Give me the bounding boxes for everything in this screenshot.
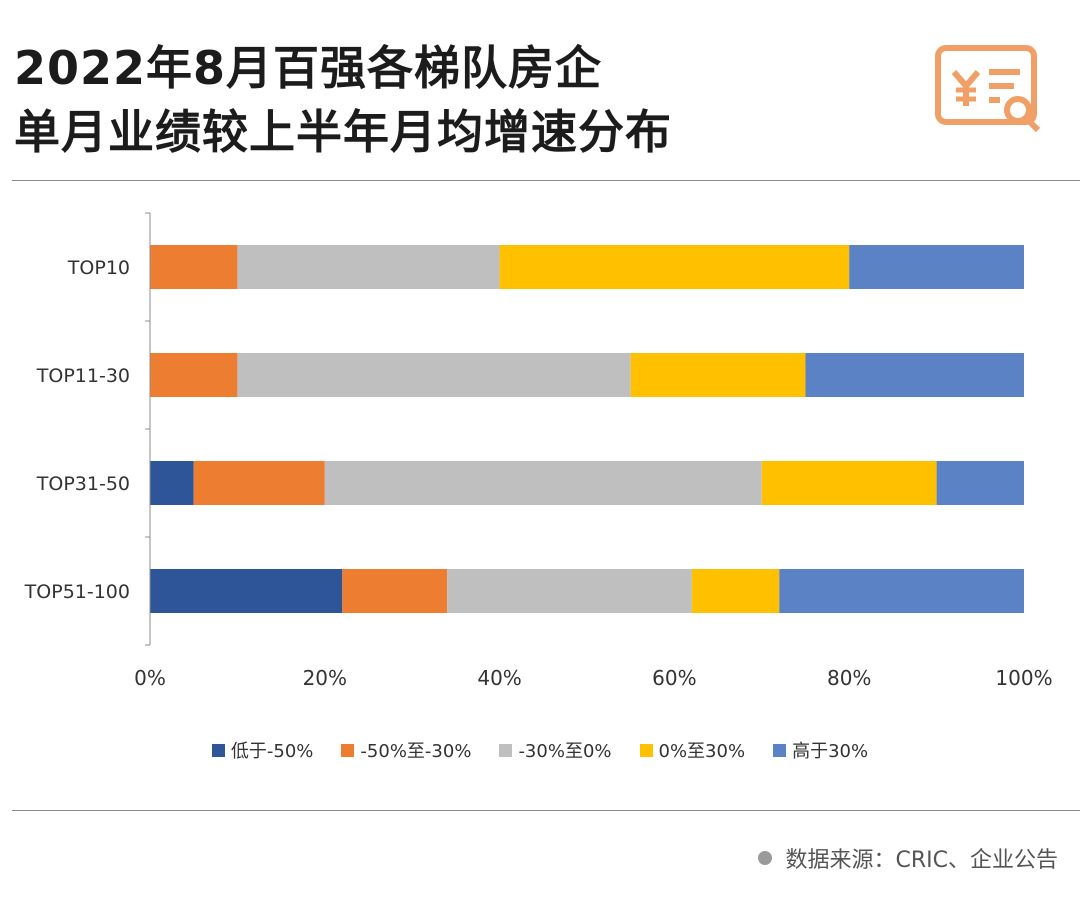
bar-segment-0-1 <box>150 245 238 289</box>
title-line-2: 单月业绩较上半年月均增速分布 <box>14 105 672 159</box>
chart-title: 2022年8月百强各梯队房企 单月业绩较上半年月均增速分布 <box>14 36 672 164</box>
bar-segment-3-4 <box>779 569 1024 613</box>
bar-segment-1-4 <box>805 353 1024 397</box>
source-text: 数据来源：CRIC、企业公告 <box>785 848 1059 873</box>
bar-segment-2-4 <box>936 461 1024 505</box>
top-divider <box>12 180 1080 181</box>
bar-segment-0-3 <box>499 245 850 289</box>
bullet-dot <box>757 851 772 865</box>
category-label: TOP11-30 <box>36 365 130 387</box>
legend-item: 0%至30% <box>639 737 746 763</box>
legend-item: 高于30% <box>773 737 868 763</box>
legend-swatch <box>211 743 225 757</box>
bar-segment-3-3 <box>691 569 780 613</box>
legend-swatch <box>639 743 653 757</box>
chart-legend: 低于-50% -50%至-30% -30%至0% 0%至30% 高于30% <box>0 737 1080 763</box>
bar-segment-1-1 <box>150 353 238 397</box>
x-tick-label: 60% <box>652 666 696 690</box>
legend-item: 低于-50% <box>211 737 314 763</box>
x-tick-label: 40% <box>477 666 521 690</box>
legend-label: 高于30% <box>792 741 869 762</box>
category-label: TOP31-50 <box>36 473 130 495</box>
x-tick-label: 80% <box>827 666 871 690</box>
legend-item: -50%至-30% <box>341 737 471 763</box>
legend-swatch <box>499 743 513 757</box>
legend-label: -30%至0% <box>518 741 612 762</box>
bar-segment-1-3 <box>630 353 806 397</box>
bar-segment-2-3 <box>761 461 937 505</box>
category-label: TOP10 <box>67 257 130 279</box>
legend-label: 低于-50% <box>230 741 314 762</box>
bar-segment-3-2 <box>447 569 692 613</box>
x-tick-label: 0% <box>134 666 166 690</box>
bar-segment-0-4 <box>849 245 1024 289</box>
bar-segment-2-1 <box>193 461 325 505</box>
title-line-1: 2022年8月百强各梯队房企 <box>14 41 603 95</box>
legend-label: 0%至30% <box>658 741 746 762</box>
bottom-divider <box>12 810 1080 811</box>
legend-label: -50%至-30% <box>360 741 472 762</box>
yuan-document-search-icon <box>935 45 1041 133</box>
x-tick-label: 20% <box>303 666 347 690</box>
bar-segment-1-2 <box>237 353 631 397</box>
legend-swatch <box>773 743 787 757</box>
bar-segment-3-0 <box>150 569 343 613</box>
legend-item: -30%至0% <box>499 737 612 763</box>
category-label: TOP51-100 <box>24 581 130 603</box>
bar-segment-0-2 <box>237 245 500 289</box>
bar-segment-2-0 <box>150 461 194 505</box>
x-tick-label: 100% <box>995 666 1052 690</box>
source-note: 数据来源：CRIC、企业公告 <box>757 842 1059 874</box>
legend-swatch <box>341 743 355 757</box>
bar-segment-2-2 <box>324 461 762 505</box>
bar-segment-3-1 <box>342 569 448 613</box>
stacked-bar-chart: TOP10 TOP11-30 TOP31-50 TOP51-100 0% 20% 40% 60… <box>24 212 1053 690</box>
